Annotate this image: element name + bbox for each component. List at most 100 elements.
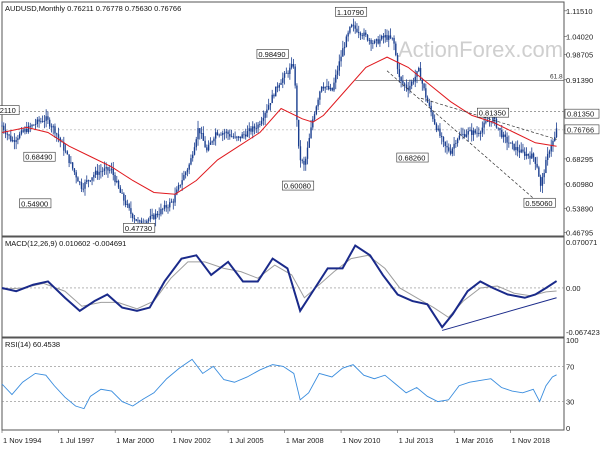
candle-body: [248, 128, 250, 132]
candle-body: [430, 105, 432, 113]
candle-body: [554, 137, 556, 141]
candle-body: [524, 151, 526, 156]
candle-body: [421, 79, 423, 84]
candle-body: [101, 170, 104, 172]
candle-body: [188, 164, 190, 170]
candle-body: [237, 136, 240, 138]
candle-body: [1, 125, 3, 127]
macd-panel-frame: [1, 236, 565, 338]
candle-body: [209, 142, 212, 145]
candle-body: [41, 121, 44, 122]
candle-body: [328, 86, 330, 90]
candle-body: [179, 184, 182, 186]
watermark: ActionForex.com: [398, 37, 563, 62]
candle-body: [455, 143, 457, 144]
candle-body: [448, 147, 450, 151]
rsi-panel-frame: [1, 337, 565, 431]
candle-body: [435, 123, 438, 131]
candle-body: [107, 167, 109, 171]
candle-body: [458, 135, 461, 139]
price-label-text: 0.68260: [398, 154, 425, 163]
candle-body: [154, 213, 157, 220]
candle-body: [280, 82, 282, 85]
candle-body: [319, 91, 321, 100]
price-label-text: 0.68490: [25, 153, 52, 162]
candle-body: [292, 64, 295, 67]
candle-body: [105, 167, 107, 169]
candle-body: [133, 218, 136, 220]
candle-body: [529, 155, 531, 159]
candle-body: [110, 168, 113, 170]
candle-body: [31, 124, 33, 127]
candle-body: [474, 130, 476, 133]
candle-body: [255, 128, 257, 130]
candle-body: [395, 43, 397, 56]
candle-body: [320, 86, 323, 92]
candle-body: [370, 39, 372, 44]
candle-body: [6, 133, 8, 135]
price-label-box: [0, 105, 20, 115]
price-label-box: [282, 180, 315, 191]
price-label-text: 0.81350: [479, 109, 506, 118]
candle-body: [165, 205, 167, 208]
candle-body: [471, 130, 473, 135]
ema-line: [1, 56, 557, 195]
macd-y-tick-label: -0.067423: [566, 328, 600, 337]
candle-body: [34, 124, 37, 125]
candle-body: [285, 72, 288, 74]
candle-body: [446, 145, 448, 148]
price-label-box: [335, 6, 368, 17]
candle-body: [50, 126, 53, 128]
candle-body: [89, 180, 91, 182]
candle-body: [117, 180, 120, 188]
candle-body: [504, 134, 506, 137]
price-label-box: [19, 198, 52, 209]
candle-body: [176, 189, 178, 195]
candle-body: [275, 86, 277, 97]
price-label-box: [396, 152, 429, 163]
candle-body: [520, 149, 522, 153]
candle-body: [425, 88, 427, 98]
candle-body: [27, 125, 30, 133]
candle-body: [181, 180, 183, 185]
candle-body: [315, 106, 318, 115]
candle-body: [462, 133, 464, 135]
candle-body: [312, 119, 314, 128]
candle-body: [193, 147, 196, 155]
candle-body: [26, 128, 28, 133]
price-y-tick-label: 1.04020: [566, 32, 593, 41]
candle-body: [463, 133, 466, 137]
candle-body: [377, 39, 379, 44]
candle-body: [439, 128, 441, 136]
candle-body: [167, 207, 169, 209]
candle-body: [199, 128, 201, 134]
price-label-text: 0.54900: [21, 199, 48, 208]
candle-body: [82, 188, 84, 190]
candle-body: [419, 68, 422, 80]
candle-body: [428, 102, 431, 106]
candle-body: [24, 128, 26, 132]
candle-body: [223, 132, 226, 134]
candle-body: [375, 39, 378, 41]
candle-body: [162, 208, 164, 210]
candle-body: [260, 120, 263, 125]
candle-body: [336, 70, 339, 75]
candle-body: [278, 84, 280, 88]
candle-body: [273, 94, 275, 97]
candle-body: [497, 127, 499, 129]
price-label-box: [123, 223, 156, 233]
candle-body: [449, 150, 452, 154]
candle-body: [405, 84, 408, 88]
candle-body: [3, 125, 5, 130]
candle-body: [527, 154, 529, 156]
candle-body: [338, 61, 340, 71]
candle-body: [333, 82, 335, 91]
x-tick-label: 1 Jul 2013: [399, 436, 434, 445]
candle-body: [543, 172, 545, 178]
candle-body: [174, 194, 176, 203]
price-label-box: [523, 197, 556, 208]
rsi-line: [1, 358, 557, 410]
candle-body: [501, 130, 503, 138]
candle-body: [317, 99, 319, 107]
